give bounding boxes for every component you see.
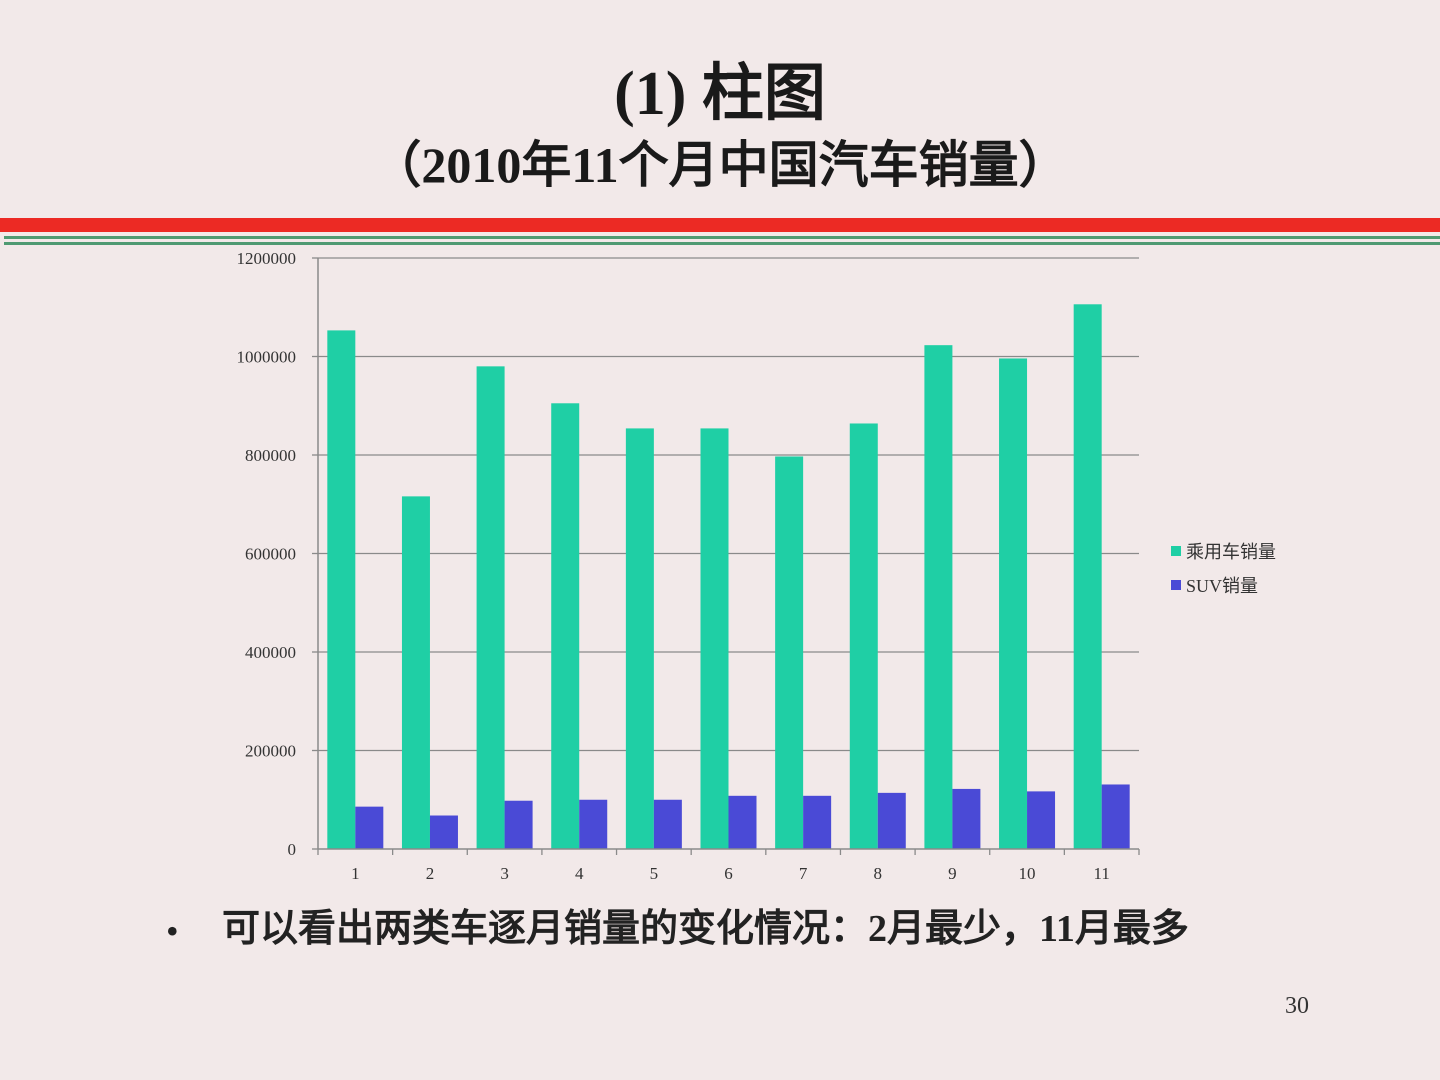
x-tick-label: 6 bbox=[724, 864, 733, 883]
x-tick-label: 2 bbox=[426, 864, 435, 883]
x-tick-label: 11 bbox=[1093, 864, 1109, 883]
bar-suv-11 bbox=[1101, 784, 1130, 849]
y-tick-label: 800000 bbox=[245, 446, 296, 465]
legend-item-suv: SUV销量 bbox=[1171, 572, 1258, 598]
bullet-icon: • bbox=[166, 911, 179, 951]
y-tick-label: 1000000 bbox=[237, 348, 297, 367]
bar-suv-8 bbox=[877, 792, 906, 849]
legend-label-passenger: 乘用车销量 bbox=[1186, 542, 1276, 562]
legend-label-suv: SUV销量 bbox=[1186, 576, 1259, 596]
y-tick-label: 600000 bbox=[245, 545, 296, 564]
x-tick-label: 4 bbox=[575, 864, 584, 883]
red-divider bbox=[0, 218, 1440, 232]
green-divider-lower bbox=[4, 242, 1440, 245]
bar-passenger-10 bbox=[999, 358, 1028, 849]
chart-axes bbox=[312, 257, 1140, 855]
bar-suv-9 bbox=[952, 788, 981, 849]
bar-suv-1 bbox=[355, 806, 384, 849]
x-tick-label: 5 bbox=[650, 864, 659, 883]
legend-swatch-suv bbox=[1171, 580, 1181, 590]
slide-title: (1) 柱图 bbox=[614, 60, 826, 128]
bar-passenger-1 bbox=[327, 330, 356, 850]
chart-bars bbox=[327, 304, 1130, 850]
x-tick-label: 1 bbox=[351, 864, 360, 883]
x-tick-label: 10 bbox=[1019, 864, 1036, 883]
x-tick-label: 8 bbox=[874, 864, 883, 883]
bar-passenger-4 bbox=[551, 403, 580, 849]
page-number: 30 bbox=[1285, 993, 1309, 1019]
bar-suv-2 bbox=[429, 815, 458, 849]
bar-passenger-9 bbox=[924, 345, 953, 849]
chart-tick-labels: 0 200000 400000 600000 800000 1000000 1200000 1… bbox=[237, 249, 1110, 883]
x-tick-label: 9 bbox=[948, 864, 957, 883]
y-tick-label: 1200000 bbox=[237, 249, 297, 268]
bar-chart: 0 200000 400000 600000 800000 1000000 1200000 1… bbox=[237, 249, 1140, 883]
bullet-text: 可以看出两类车逐月销量的变化情况：2月最少，11月最多 bbox=[222, 908, 1189, 950]
bar-passenger-8 bbox=[849, 423, 878, 849]
bar-suv-7 bbox=[803, 795, 832, 849]
bar-passenger-11 bbox=[1073, 304, 1102, 849]
bar-passenger-3 bbox=[476, 366, 505, 849]
bar-passenger-6 bbox=[700, 428, 729, 849]
bar-passenger-7 bbox=[775, 456, 804, 849]
y-tick-label: 400000 bbox=[245, 643, 296, 662]
y-tick-label: 0 bbox=[288, 840, 297, 859]
bar-passenger-5 bbox=[625, 428, 654, 849]
bar-suv-5 bbox=[653, 799, 682, 849]
x-tick-label: 7 bbox=[799, 864, 808, 883]
bar-suv-3 bbox=[504, 800, 533, 849]
bar-suv-6 bbox=[728, 795, 757, 849]
legend-item-passenger: 乘用车销量 bbox=[1171, 538, 1276, 564]
legend-swatch-passenger bbox=[1171, 546, 1181, 556]
green-divider-upper bbox=[4, 236, 1440, 239]
bar-suv-4 bbox=[579, 799, 608, 849]
slide-subtitle: （2010年11个月中国汽车销量） bbox=[371, 137, 1069, 193]
bar-passenger-2 bbox=[401, 496, 430, 849]
x-tick-label: 3 bbox=[500, 864, 509, 883]
bar-suv-10 bbox=[1027, 791, 1056, 849]
y-tick-label: 200000 bbox=[245, 742, 296, 761]
